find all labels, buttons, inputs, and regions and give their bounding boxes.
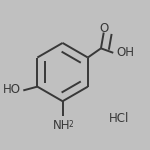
- Text: O: O: [99, 22, 108, 35]
- Text: NH: NH: [52, 119, 70, 132]
- Text: 2: 2: [68, 120, 73, 129]
- Text: OH: OH: [116, 46, 134, 59]
- Text: HO: HO: [3, 83, 21, 96]
- Text: HCl: HCl: [109, 112, 130, 125]
